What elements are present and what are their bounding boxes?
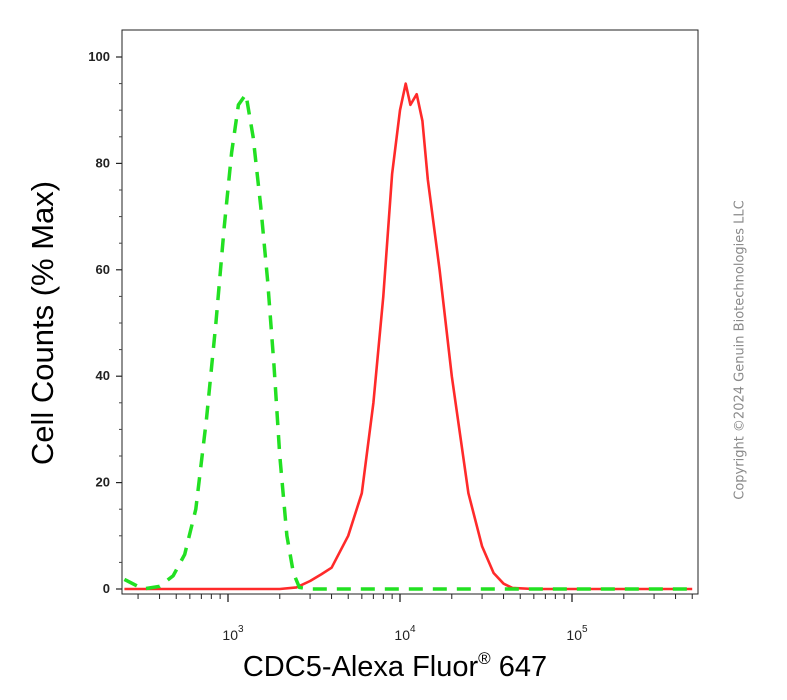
x-tick-base: 10 (394, 627, 410, 643)
x-tick-exp: 5 (582, 624, 588, 635)
series-group (123, 82, 693, 591)
y-tick-label: 40 (96, 368, 110, 383)
x-tick-exp: 4 (410, 624, 416, 635)
y-axis-label: Cell Counts (% Max) (25, 181, 60, 465)
x-minor-ticks (137, 594, 693, 602)
x-tick-label: 104 (394, 624, 416, 643)
y-axis: 0 20 40 60 80 100 (88, 49, 122, 596)
x-axis-label-suffix: 647 (491, 651, 547, 683)
y-tick-label: 80 (96, 155, 110, 170)
x-tick-base: 10 (222, 627, 238, 643)
y-tick-label: 100 (88, 49, 110, 64)
x-axis-label: CDC5-Alexa Fluor® 647 (243, 649, 547, 683)
copyright-watermark: Copyright ©2024 Genuin Biotechnologies L… (732, 200, 748, 500)
plot-frame (121, 29, 699, 595)
x-axis: 103 104 105 (222, 624, 588, 643)
y-tick-label: 60 (96, 262, 110, 277)
y-tick-label: 20 (96, 475, 110, 490)
y-tick-label: 0 (103, 581, 110, 596)
x-tick-exp: 3 (238, 624, 244, 635)
x-tick-label: 105 (566, 624, 588, 643)
series-line-solid (124, 82, 693, 591)
x-tick-label: 103 (222, 624, 244, 643)
x-axis-label-main: CDC5-Alexa Fluor (243, 651, 479, 683)
series-line-dashed (123, 92, 693, 591)
x-axis-label-sup: ® (478, 649, 491, 668)
x-tick-base: 10 (566, 627, 582, 643)
